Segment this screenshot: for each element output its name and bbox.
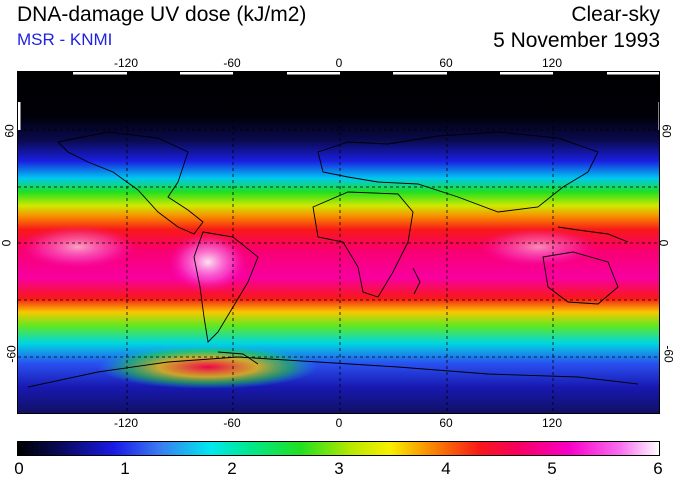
- colorbar: [17, 441, 660, 456]
- lon-tick-top: 120: [541, 56, 563, 70]
- lat-tick-left: 60: [2, 124, 17, 138]
- uv-dose-map: [17, 71, 660, 414]
- lon-tick-bottom: -120: [113, 416, 139, 430]
- lon-tick-bottom: 60: [439, 416, 453, 430]
- colorbar-label: 6: [653, 459, 663, 478]
- uv-dose-field: [18, 72, 659, 413]
- lat-tick-right: -60: [661, 345, 676, 363]
- map-title: DNA-damage UV dose (kJ/m2): [17, 3, 307, 26]
- sky-condition: Clear-sky: [571, 3, 660, 26]
- colorbar-label: 1: [120, 459, 130, 478]
- lon-tick-top: -120: [113, 56, 139, 70]
- lon-tick-top: 60: [439, 56, 453, 70]
- colorbar-label: 4: [441, 459, 451, 478]
- lat-tick-right: 60: [659, 124, 674, 138]
- colorbar-label: 0: [14, 459, 24, 478]
- lat-tick-left: 0: [0, 239, 14, 247]
- colorbar-label: 3: [334, 459, 344, 478]
- colorbar-label: 5: [547, 459, 557, 478]
- colorbar-label: 2: [227, 459, 237, 478]
- lon-tick-bottom: -60: [223, 416, 241, 430]
- map-date: 5 November 1993: [493, 29, 660, 52]
- lon-tick-bottom: 120: [541, 416, 563, 430]
- lon-tick-top: 0: [335, 56, 343, 70]
- map-subtitle: MSR - KNMI: [17, 30, 113, 49]
- lon-tick-top: -60: [223, 56, 241, 70]
- lon-tick-bottom: 0: [335, 416, 343, 430]
